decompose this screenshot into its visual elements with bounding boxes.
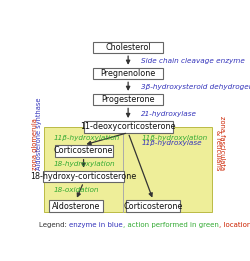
Text: Aldosterone synthase: Aldosterone synthase [36, 98, 42, 170]
FancyBboxPatch shape [126, 200, 180, 212]
Text: Aldosterone: Aldosterone [52, 202, 100, 211]
Text: 11β-hydroxylase: 11β-hydroxylase [142, 140, 202, 146]
FancyBboxPatch shape [93, 68, 163, 79]
FancyBboxPatch shape [44, 127, 212, 212]
Text: enzyme in blue: enzyme in blue [69, 222, 123, 228]
Text: 11β-hydroxylation: 11β-hydroxylation [54, 135, 120, 141]
Text: Corticosterone: Corticosterone [124, 202, 183, 211]
Text: 18-hydroxylation: 18-hydroxylation [54, 161, 115, 167]
Text: 18-hydroxy-corticosterone: 18-hydroxy-corticosterone [30, 172, 137, 181]
FancyBboxPatch shape [93, 41, 163, 53]
Text: Cholesterol: Cholesterol [105, 43, 151, 52]
Text: Progesterone: Progesterone [102, 95, 155, 104]
Text: 3β-hydroxysteroid dehydrogenase: 3β-hydroxysteroid dehydrogenase [141, 84, 250, 90]
Text: Corticosterone: Corticosterone [54, 146, 113, 155]
Text: 18-oxidation: 18-oxidation [54, 187, 99, 193]
Text: Pregnenolone: Pregnenolone [100, 69, 156, 78]
FancyBboxPatch shape [93, 94, 163, 105]
FancyBboxPatch shape [49, 200, 103, 212]
FancyBboxPatch shape [84, 121, 173, 133]
Text: 11-deoxycorticosterone: 11-deoxycorticosterone [80, 122, 176, 131]
Text: 11β-hydroxylation: 11β-hydroxylation [142, 135, 208, 141]
Text: , location in red.: , location in red. [218, 222, 250, 228]
FancyBboxPatch shape [54, 145, 113, 157]
Text: 21-hydroxylase: 21-hydroxylase [141, 110, 197, 116]
Text: Side chain cleavage enzyme: Side chain cleavage enzyme [141, 58, 244, 64]
Text: zona glomerula: zona glomerula [32, 118, 38, 170]
Text: , action performed in green: , action performed in green [123, 222, 218, 228]
FancyBboxPatch shape [43, 171, 124, 182]
Text: zona fasciculata: zona fasciculata [218, 116, 224, 170]
Text: & reticularis: & reticularis [215, 130, 221, 170]
Text: Legend:: Legend: [39, 222, 69, 228]
